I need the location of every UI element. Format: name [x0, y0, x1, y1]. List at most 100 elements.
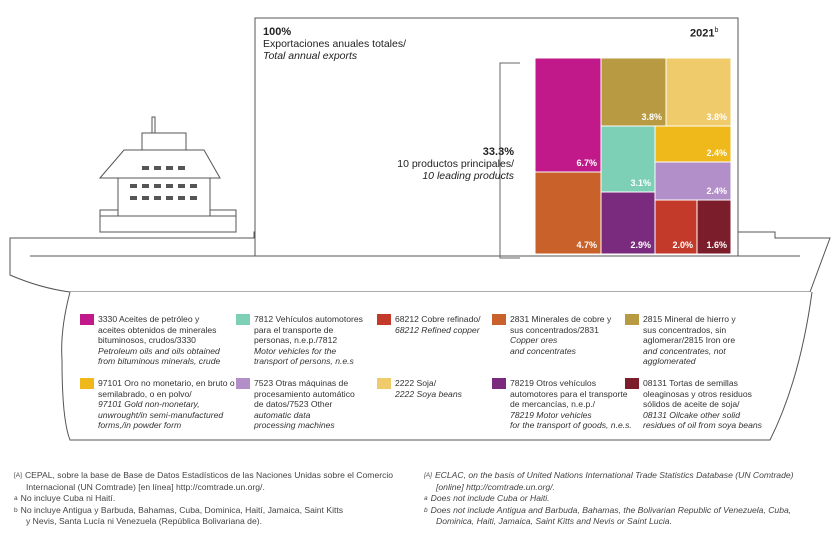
- legend-line-es: sus concentrados/2831: [510, 324, 599, 335]
- leading-label-es: 10 productos principales/: [397, 158, 514, 170]
- legend-line-es: 97101 Oro no monetario, en bruto o: [98, 378, 235, 388]
- legend-line-en: residues of oil from soya beans: [643, 420, 762, 431]
- legend-line-es: sus concentrados, sin: [643, 324, 727, 335]
- legend-line-es: 3330 Aceites de petróleo y: [98, 314, 200, 324]
- total-pct: 100%: [263, 26, 292, 38]
- legend-line-es: personas, n.e.p./7812: [254, 335, 338, 346]
- year-label: 2021b: [690, 27, 718, 40]
- ship-lower-hull: [61, 291, 813, 441]
- footnotes-en: [A] ECLAC, on the basis of United Nations…: [424, 470, 834, 528]
- footnotes-es: [A] CEPAL, sobre la base de Base de Datos…: [14, 470, 409, 528]
- legend-line-en: 97101 Gold non-monetary,: [98, 399, 200, 410]
- treemap-cell-78219: [600, 191, 656, 255]
- treemap-label-78219: 2.9%: [630, 240, 651, 250]
- legend-line-en: processing machines: [254, 420, 335, 431]
- legend-line-en: transport of persons, n.e.s: [254, 356, 354, 367]
- treemap-label-7812: 3.1%: [630, 178, 651, 188]
- total-label-en: Total annual exports: [263, 50, 358, 62]
- legend-line-es: de mercancías, n.e.p./: [510, 399, 596, 410]
- treemap-label-3330: 6.7%: [576, 158, 597, 168]
- treemap-cell-2831: [534, 171, 602, 255]
- legend-text: 97101 Oro no monetario, en bruto o semila…: [98, 378, 235, 431]
- footnote-line: b Does not include Antigua and Barbuda, B…: [424, 504, 792, 515]
- legend-line-es: para el transporte de: [254, 324, 334, 335]
- treemap-label-68212: 2.0%: [672, 240, 693, 250]
- legend-text: 78219 Otros vehículos automotores para el…: [510, 378, 646, 431]
- legend-line-en: agglomerated: [643, 356, 696, 367]
- year-note: b: [714, 27, 719, 34]
- footnote-mark: a: [424, 495, 428, 502]
- ship-mast: [151, 116, 156, 133]
- footnote-line: [A] CEPAL, sobre la base de Base de Datos…: [14, 470, 394, 480]
- leading-label-en: 10 leading products: [422, 170, 514, 182]
- legend-swatch: [236, 378, 250, 389]
- footnote-line: a No incluye Cuba ni Haití.: [14, 493, 116, 503]
- legend-swatch: [80, 314, 94, 325]
- legend-swatch: [80, 378, 94, 389]
- footnote: b No incluye Antigua y Barbuda, Bahamas, …: [14, 505, 409, 528]
- footnote-line: y Nevis, Santa Lucía ni Venezuela (Repúb…: [26, 516, 262, 526]
- legend-line-es: de datos/7523 Other: [254, 399, 333, 410]
- footnote-mark: [A]: [424, 472, 432, 479]
- legend-swatch: [377, 378, 391, 389]
- treemap-label-97101: 2.4%: [706, 148, 727, 158]
- legend-line-es: automotores para el transporte: [510, 388, 628, 399]
- legend-line-en: 68212 Refined copper: [395, 324, 480, 335]
- legend-text: 08131 Tortas de semillas oleaginosas y ot…: [643, 378, 833, 431]
- legend-line-es: 7812 Vehículos automotores: [254, 314, 363, 324]
- footnote-line: [online] http://comtrade.un.org/.: [436, 481, 555, 492]
- ship-bridge: [98, 149, 221, 179]
- legend-line-es: procesamiento automático: [254, 388, 355, 399]
- legend-text: 3330 Aceites de petróleo y aceites obteni…: [98, 314, 234, 367]
- legend-line-en: unwrought/in semi-manufactured: [98, 409, 224, 420]
- legend-text: 68212 Cobre refinado/68212 Refined coppe…: [395, 314, 531, 335]
- legend-line-es: 7523 Otras máquinas de: [254, 378, 349, 388]
- legend-line-es: sólidos de aceite de soja/: [643, 399, 740, 410]
- legend-line-en: from bituminous minerals, crude: [98, 356, 221, 367]
- legend-text: 2222 Soja/2222 Soya beans: [395, 378, 531, 399]
- legend-line-es: semilabrado, o en polvo/: [98, 388, 192, 399]
- legend-text: 7523 Otras máquinas de procesamiento auto…: [254, 378, 390, 431]
- legend-line-en: 08131 Oilcake other solid: [643, 409, 740, 420]
- legend-line-es: 2831 Minerales de cobre y: [510, 314, 612, 324]
- legend-swatch: [492, 378, 506, 389]
- footnote-line: Dominica, Haiti, Jamaica, Saint Kitts an…: [436, 516, 672, 526]
- treemap-label-08131: 1.6%: [706, 240, 727, 250]
- legend-swatch: [236, 314, 250, 325]
- footnote-mark: [A]: [14, 472, 22, 479]
- footnote-line: [A] ECLAC, on the basis of United Nations…: [424, 470, 794, 480]
- legend-swatch: [492, 314, 506, 325]
- footnote: a No incluye Cuba ni Haití.: [14, 493, 409, 505]
- legend-line-en: Copper ores: [510, 335, 558, 346]
- legend-line-en: automatic data: [254, 409, 311, 420]
- legend-line-es: aglomerar/2815 Iron ore: [643, 335, 736, 346]
- treemap-cell-2815: [600, 57, 667, 127]
- footnote: [A] CEPAL, sobre la base de Base de Datos…: [14, 470, 409, 493]
- legend-text: 2815 Mineral de hierro y sus concentrados…: [643, 314, 833, 367]
- legend-line-es: aceites obtenidos de minerales: [98, 324, 217, 335]
- treemap-cell-3330: [534, 57, 602, 173]
- leading-products-label: 33.3% 10 productos principales/ 10 leadi…: [360, 146, 514, 182]
- leading-bracket: [499, 62, 520, 259]
- legend-line-es: 08131 Tortas de semillas: [643, 378, 738, 388]
- legend-line-en: and concentrates: [510, 345, 576, 356]
- year-value: 2021: [690, 27, 715, 40]
- legend-line-en: forms,/in powder form: [98, 420, 182, 431]
- legend-line-en: 2222 Soya beans: [395, 388, 462, 399]
- legend-line-es: 68212 Cobre refinado/: [395, 314, 481, 324]
- legend-swatch: [625, 314, 639, 325]
- footnote-mark: b: [14, 506, 18, 514]
- legend-line-en: 78219 Motor vehicles: [510, 409, 592, 420]
- treemap-label-2815: 3.8%: [641, 112, 662, 122]
- legend-text: 7812 Vehículos automotores para el transp…: [254, 314, 390, 367]
- legend-line-en: and concentrates, not: [643, 345, 726, 356]
- footnote: a Does not include Cuba or Haiti.: [424, 493, 834, 505]
- legend-swatch: [377, 314, 391, 325]
- legend-line-es: oleaginosas y otros residuos: [643, 388, 752, 399]
- legend-text: 2831 Minerales de cobre y sus concentrado…: [510, 314, 646, 356]
- treemap: 3.8% 3.8% 4.7% 6.7% 2.4% 3.1% 2.0% 2.9% 2.4% 1.6%: [534, 57, 732, 255]
- treemap-label-2222: 3.8%: [706, 112, 727, 122]
- treemap-cell-7812: [600, 125, 656, 193]
- treemap-label-2831: 4.7%: [576, 240, 597, 250]
- legend-line-en: Petroleum oils and oils obtained: [98, 345, 220, 356]
